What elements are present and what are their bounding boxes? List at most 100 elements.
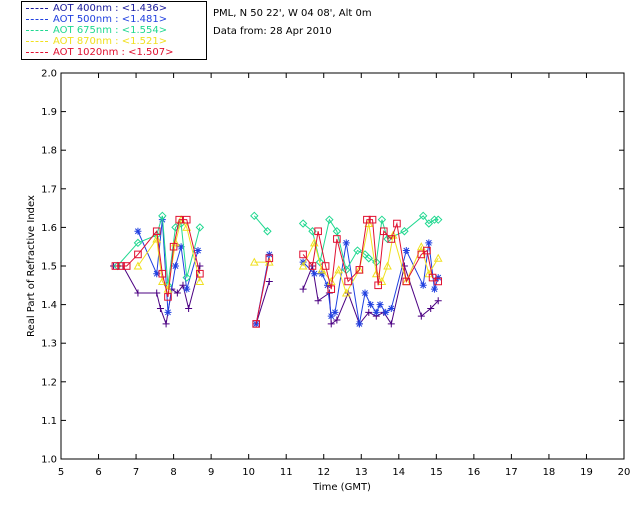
data-point <box>122 262 131 270</box>
data-point <box>175 215 184 224</box>
data-point <box>355 266 364 274</box>
data-point <box>249 257 259 266</box>
data-point <box>416 242 426 251</box>
data-point <box>372 308 380 316</box>
data-point <box>361 289 369 297</box>
data-point <box>417 312 425 320</box>
series-line <box>302 264 439 326</box>
data-point <box>152 234 162 243</box>
x-axis-label: Time (GMT) <box>312 482 371 493</box>
data-point <box>434 277 443 286</box>
data-point <box>158 211 167 221</box>
data-point <box>418 211 428 221</box>
series-0 <box>110 262 442 328</box>
data-point <box>195 223 205 232</box>
data-point <box>387 304 395 312</box>
data-point <box>179 281 187 289</box>
legend-label: AOT 400nm : <1.436> <box>53 3 168 14</box>
series-line <box>137 219 199 313</box>
data-point <box>111 262 120 270</box>
x-tick-label: 12 <box>317 467 330 478</box>
data-point <box>434 297 442 305</box>
data-point <box>428 273 437 282</box>
data-point <box>383 261 392 270</box>
data-point <box>182 273 191 282</box>
x-tick-label: 11 <box>280 467 293 478</box>
data-point <box>327 312 335 320</box>
data-point <box>153 289 161 297</box>
legend-label: AOT 870nm : <1.521> <box>53 36 168 47</box>
data-point <box>417 250 426 259</box>
data-point <box>194 247 202 255</box>
x-tick-label: 15 <box>430 467 443 478</box>
data-point <box>427 304 435 312</box>
series-line <box>255 258 270 324</box>
x-tick-label: 13 <box>355 467 368 478</box>
x-tick-label: 16 <box>467 467 480 478</box>
data-point <box>164 293 172 301</box>
data-point <box>344 277 352 286</box>
data-point <box>182 215 191 224</box>
data-point <box>334 265 344 274</box>
data-point <box>134 227 142 235</box>
data-point <box>169 242 178 251</box>
data-point <box>133 238 143 248</box>
data-point <box>393 219 401 228</box>
series-line <box>255 281 270 325</box>
data-point <box>263 227 272 236</box>
data-point <box>323 281 331 289</box>
y-tick-label: 1.5 <box>41 262 57 273</box>
data-point <box>424 219 434 228</box>
data-point <box>195 276 205 285</box>
data-point <box>185 304 193 312</box>
data-point <box>173 289 181 297</box>
data-point <box>134 289 142 297</box>
x-tick-label: 18 <box>543 467 556 478</box>
data-point <box>434 274 442 282</box>
data-point <box>342 239 350 247</box>
series-line <box>253 215 268 232</box>
data-point <box>299 285 307 293</box>
data-point <box>341 288 351 297</box>
y-tick-label: 1.8 <box>41 146 57 157</box>
x-tick-label: 7 <box>133 467 139 478</box>
series-line <box>302 215 439 272</box>
data-point <box>299 250 307 259</box>
data-point <box>367 301 375 309</box>
data-point <box>353 246 362 255</box>
data-point <box>368 215 377 224</box>
series-line <box>302 223 439 295</box>
x-tick-label: 19 <box>580 467 593 478</box>
y-tick-label: 1.6 <box>41 223 57 234</box>
x-tick-label: 10 <box>242 467 255 478</box>
data-point <box>183 285 191 293</box>
data-point <box>377 215 387 224</box>
y-tick-label: 2.0 <box>41 69 57 80</box>
data-point <box>134 250 142 259</box>
site-location: PML, N 50 22', W 04 08', Alt 0m <box>213 8 372 19</box>
data-point <box>252 320 260 328</box>
data-point <box>321 262 330 270</box>
data-point <box>325 215 334 224</box>
data-point <box>371 269 381 278</box>
data-point <box>171 262 179 270</box>
y-tick-label: 1.9 <box>41 107 57 118</box>
data-point <box>402 277 411 286</box>
data-point <box>162 320 170 328</box>
data-point <box>298 261 308 270</box>
legend-swatch <box>26 41 48 42</box>
x-tick-label: 6 <box>95 467 101 478</box>
data-point <box>382 308 390 316</box>
y-tick-label: 1.3 <box>41 339 57 350</box>
y-tick-label: 1.4 <box>41 300 57 311</box>
data-point <box>156 304 164 312</box>
data-point <box>402 247 410 255</box>
data-point <box>171 238 180 247</box>
legend: AOT 400nm : <1.436> AOT 500nm : <1.481> … <box>21 1 207 60</box>
series-line <box>302 219 439 290</box>
data-point <box>325 289 333 297</box>
legend-swatch <box>26 19 48 20</box>
data-point <box>331 308 339 316</box>
data-point <box>327 320 335 328</box>
data-point <box>376 301 384 309</box>
